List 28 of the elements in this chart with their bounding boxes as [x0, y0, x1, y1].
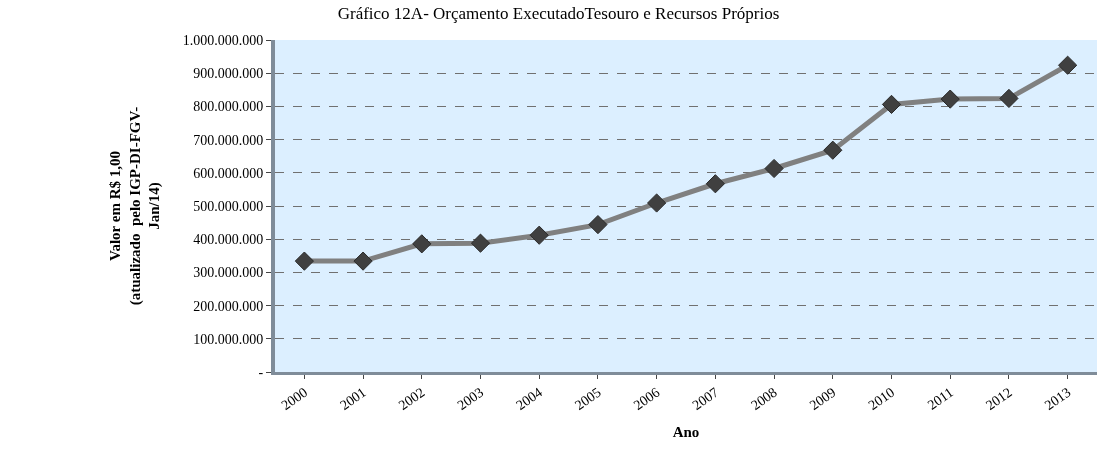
y-axis-title: Valor em R$ 1,00 (atualizado pelo IGP-DI-FGV- Jan/14): [107, 106, 164, 306]
y-tick-label: 900.000.000: [193, 66, 264, 82]
x-axis-title: Ano: [672, 424, 700, 441]
y-tick-label: -: [258, 364, 264, 380]
y-tick-label: 1.000.000.000: [182, 32, 264, 48]
x-tick-label: 2004: [513, 384, 545, 414]
x-tick-label: 2010: [865, 384, 898, 414]
y-tick-label: 600.000.000: [193, 165, 264, 181]
chart-title: Gráfico 12A- Orçamento ExecutadoTesouro e Recursos Próprios: [337, 3, 780, 23]
x-tick-label: 2005: [572, 384, 604, 414]
x-tick-label: 2000: [278, 384, 311, 414]
x-tick-label: 2013: [1041, 384, 1074, 414]
x-tick-label: 2003: [454, 384, 487, 414]
y-tick-label: 200.000.000: [193, 298, 264, 314]
x-tick-label: 2007: [689, 384, 722, 414]
y-tick-label: 300.000.000: [193, 265, 264, 281]
x-tick-label: 2012: [983, 384, 1015, 414]
x-tick-label: 2001: [337, 384, 369, 414]
y-tick-label: 700.000.000: [193, 132, 264, 148]
y-tick-label: 400.000.000: [193, 232, 264, 248]
y-tick-label: 800.000.000: [193, 99, 264, 115]
x-tick-label: 2009: [806, 384, 839, 414]
x-tick-label: 2011: [924, 384, 956, 413]
y-tick-label: 100.000.000: [193, 331, 264, 347]
x-tick-label: 2006: [630, 384, 663, 414]
x-tick-label: 2002: [395, 384, 428, 414]
y-tick-label: 500.000.000: [193, 198, 264, 214]
x-tick-label: 2008: [748, 384, 780, 414]
